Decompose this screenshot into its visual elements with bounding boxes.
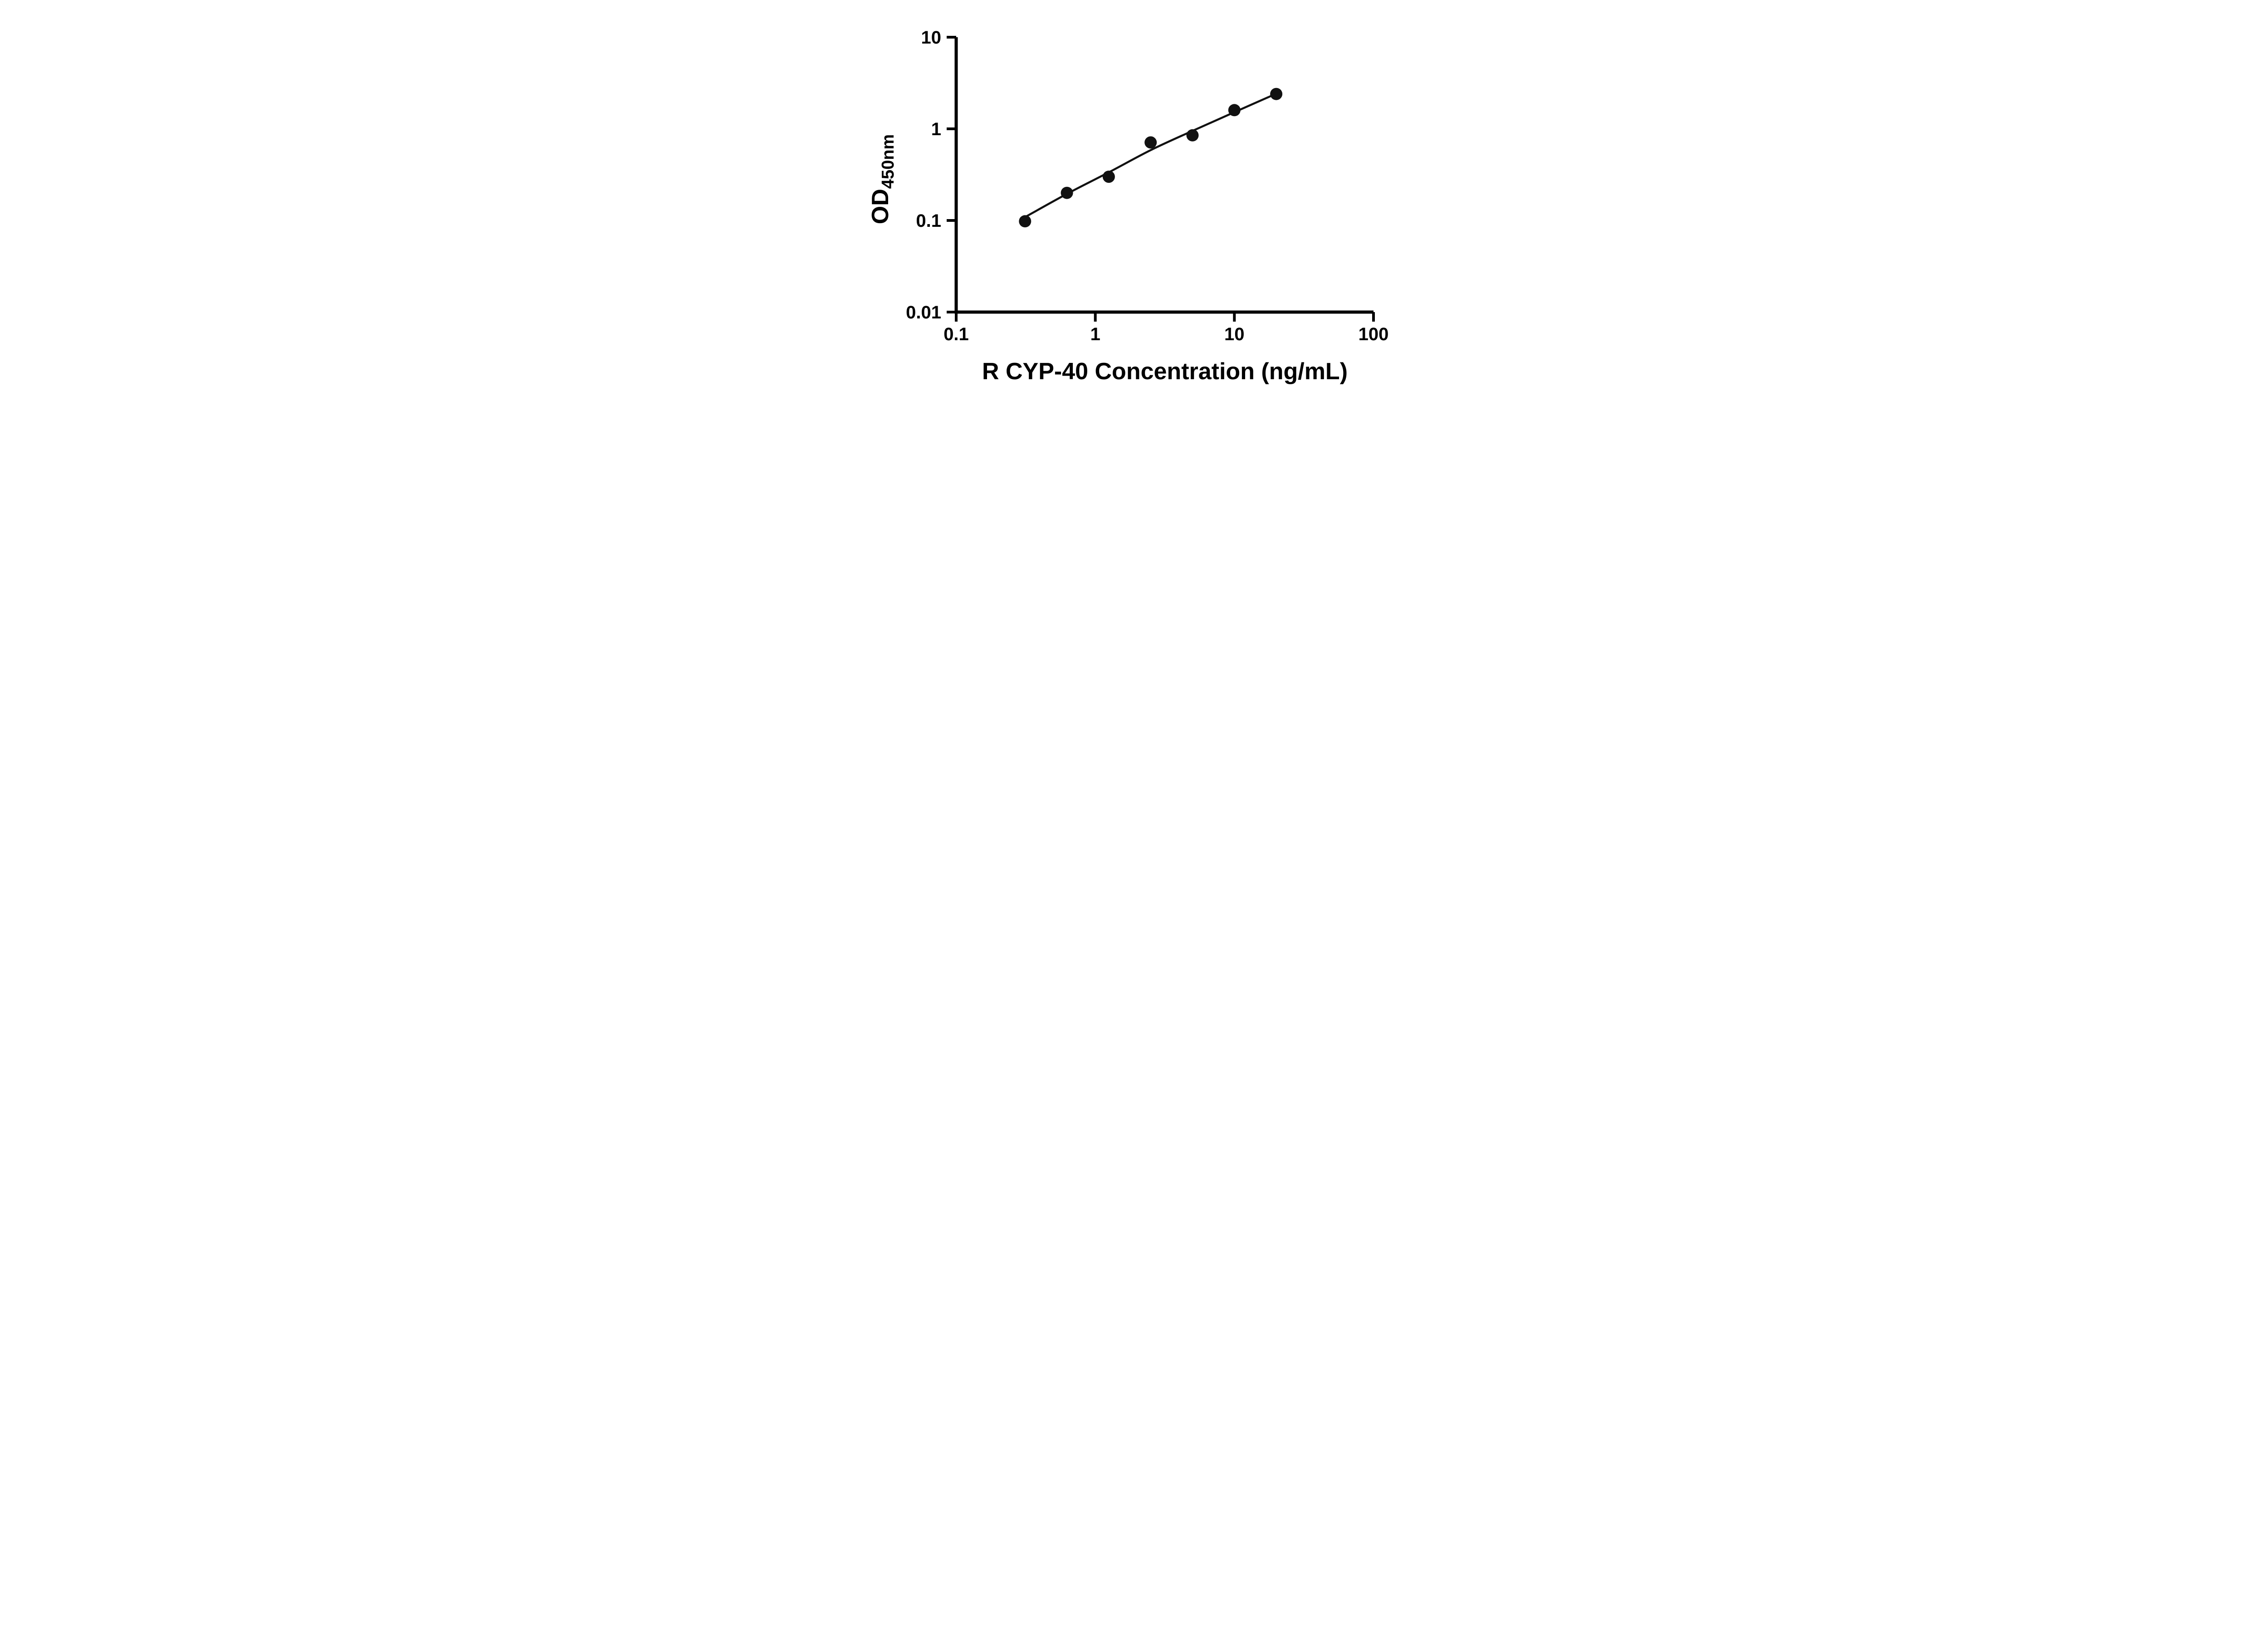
data-point bbox=[1186, 129, 1198, 142]
y-tick-label: 1 bbox=[931, 119, 941, 139]
data-point bbox=[1102, 171, 1115, 183]
y-axis-title-subscript: 450nm bbox=[879, 134, 898, 189]
x-tick-label: 10 bbox=[1224, 324, 1245, 344]
axis-lines bbox=[954, 37, 1374, 314]
data-point bbox=[1018, 215, 1031, 228]
x-tick-label: 1 bbox=[1090, 324, 1100, 344]
y-tick-label: 10 bbox=[921, 28, 941, 48]
data-point bbox=[1144, 136, 1157, 149]
y-axis-title-group: OD450nm bbox=[867, 134, 898, 224]
data-point bbox=[1228, 104, 1241, 117]
data-point bbox=[1061, 186, 1073, 199]
chart-canvas: R CYP-40 Concentration (ng/mL) OD450nm 0… bbox=[867, 28, 1388, 385]
standard-curve-figure: R CYP-40 Concentration (ng/mL) OD450nm 0… bbox=[842, 0, 1426, 408]
y-tick-label: 0.1 bbox=[916, 211, 941, 231]
x-tick-label: 0.1 bbox=[943, 324, 969, 344]
x-axis-title: R CYP-40 Concentration (ng/mL) bbox=[982, 358, 1347, 385]
y-axis-title: OD450nm bbox=[867, 134, 898, 224]
y-tick-label: 0.01 bbox=[906, 303, 941, 323]
data-point bbox=[1270, 88, 1282, 100]
x-tick-label: 100 bbox=[1358, 324, 1388, 344]
y-axis-title-main: OD bbox=[867, 189, 894, 224]
